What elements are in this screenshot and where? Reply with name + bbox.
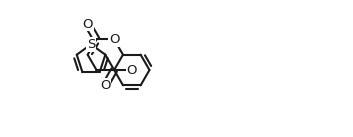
Text: O: O — [109, 33, 119, 46]
Text: S: S — [87, 38, 95, 51]
Text: O: O — [82, 18, 93, 31]
Text: O: O — [127, 64, 137, 76]
Text: O: O — [100, 79, 110, 92]
